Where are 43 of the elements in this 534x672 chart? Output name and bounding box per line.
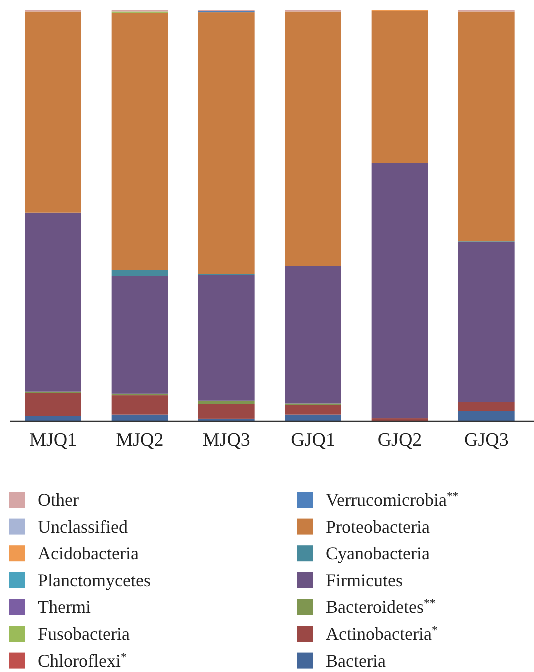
bar bbox=[112, 276, 168, 394]
legend-label: Verrucomicrobia$^{**}$ bbox=[326, 490, 459, 510]
legend-label: Acidobacteria bbox=[38, 544, 139, 564]
bar bbox=[198, 404, 255, 419]
x-tick-label: MJQ3 bbox=[202, 430, 250, 451]
bar bbox=[112, 12, 168, 270]
bar bbox=[458, 402, 515, 412]
x-tick-label: GJQ2 bbox=[378, 430, 422, 451]
x-tick-label: MJQ2 bbox=[116, 430, 164, 451]
x-tick-label: MJQ1 bbox=[30, 430, 78, 451]
bar bbox=[285, 414, 342, 421]
bar bbox=[285, 12, 342, 266]
bar bbox=[285, 404, 342, 415]
legend-label: Firmicutes bbox=[326, 570, 403, 590]
x-tick-label: GJQ1 bbox=[291, 430, 336, 451]
bar bbox=[285, 266, 342, 404]
legend-label: Thermi bbox=[38, 597, 91, 618]
bar bbox=[25, 416, 82, 421]
bar bbox=[458, 411, 515, 421]
bar bbox=[198, 400, 255, 404]
legend-label: Bacteria bbox=[326, 650, 386, 671]
legend-label: Proteobacteria bbox=[326, 516, 430, 537]
bar bbox=[372, 11, 428, 164]
bar bbox=[112, 414, 168, 421]
legend-label: Other bbox=[38, 490, 79, 510]
bar bbox=[112, 396, 168, 415]
legend-label: Fusobacteria bbox=[38, 624, 130, 644]
bar bbox=[458, 242, 515, 402]
legend-label: Chloroflexi$^{*}$ bbox=[38, 650, 127, 671]
legend-label: Planctomycetes bbox=[38, 570, 151, 590]
bar bbox=[25, 212, 82, 392]
bar bbox=[198, 275, 255, 401]
legend-label: Bacteroidetes$^{**}$ bbox=[326, 596, 436, 618]
legend-label: Actinobacteria$^{*}$ bbox=[326, 624, 438, 644]
legend-label: Cyanobacteria bbox=[326, 544, 430, 564]
bar bbox=[112, 270, 168, 276]
bar bbox=[372, 163, 428, 419]
bar bbox=[25, 393, 82, 416]
legend-label: Unclassified bbox=[38, 516, 128, 537]
bar bbox=[25, 12, 82, 213]
bar bbox=[458, 12, 515, 242]
bar bbox=[198, 12, 255, 274]
x-tick-label: GJQ3 bbox=[464, 430, 509, 451]
